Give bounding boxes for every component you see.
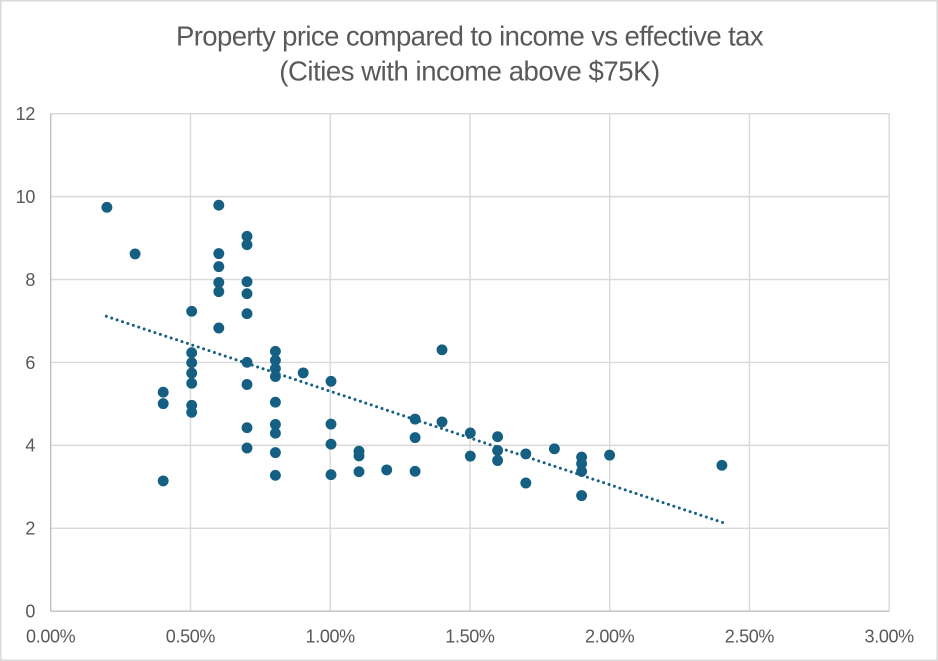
svg-text:4: 4 bbox=[25, 436, 35, 456]
svg-text:0.50%: 0.50% bbox=[166, 627, 216, 647]
svg-text:8: 8 bbox=[25, 270, 35, 290]
svg-text:0: 0 bbox=[25, 602, 35, 622]
svg-text:2: 2 bbox=[25, 519, 35, 539]
svg-text:6: 6 bbox=[25, 353, 35, 373]
svg-text:10: 10 bbox=[16, 187, 36, 207]
svg-text:12: 12 bbox=[16, 104, 36, 124]
svg-text:0.00%: 0.00% bbox=[26, 627, 76, 647]
svg-text:2.50%: 2.50% bbox=[725, 627, 775, 647]
svg-text:3.00%: 3.00% bbox=[865, 627, 915, 647]
svg-text:Property price compared to inc: Property price compared to income vs eff… bbox=[176, 21, 764, 52]
svg-text:1.50%: 1.50% bbox=[445, 627, 495, 647]
svg-text:(Cities with income above $75K: (Cities with income above $75K) bbox=[279, 55, 659, 86]
svg-text:1.00%: 1.00% bbox=[306, 627, 356, 647]
svg-text:2.00%: 2.00% bbox=[585, 627, 635, 647]
